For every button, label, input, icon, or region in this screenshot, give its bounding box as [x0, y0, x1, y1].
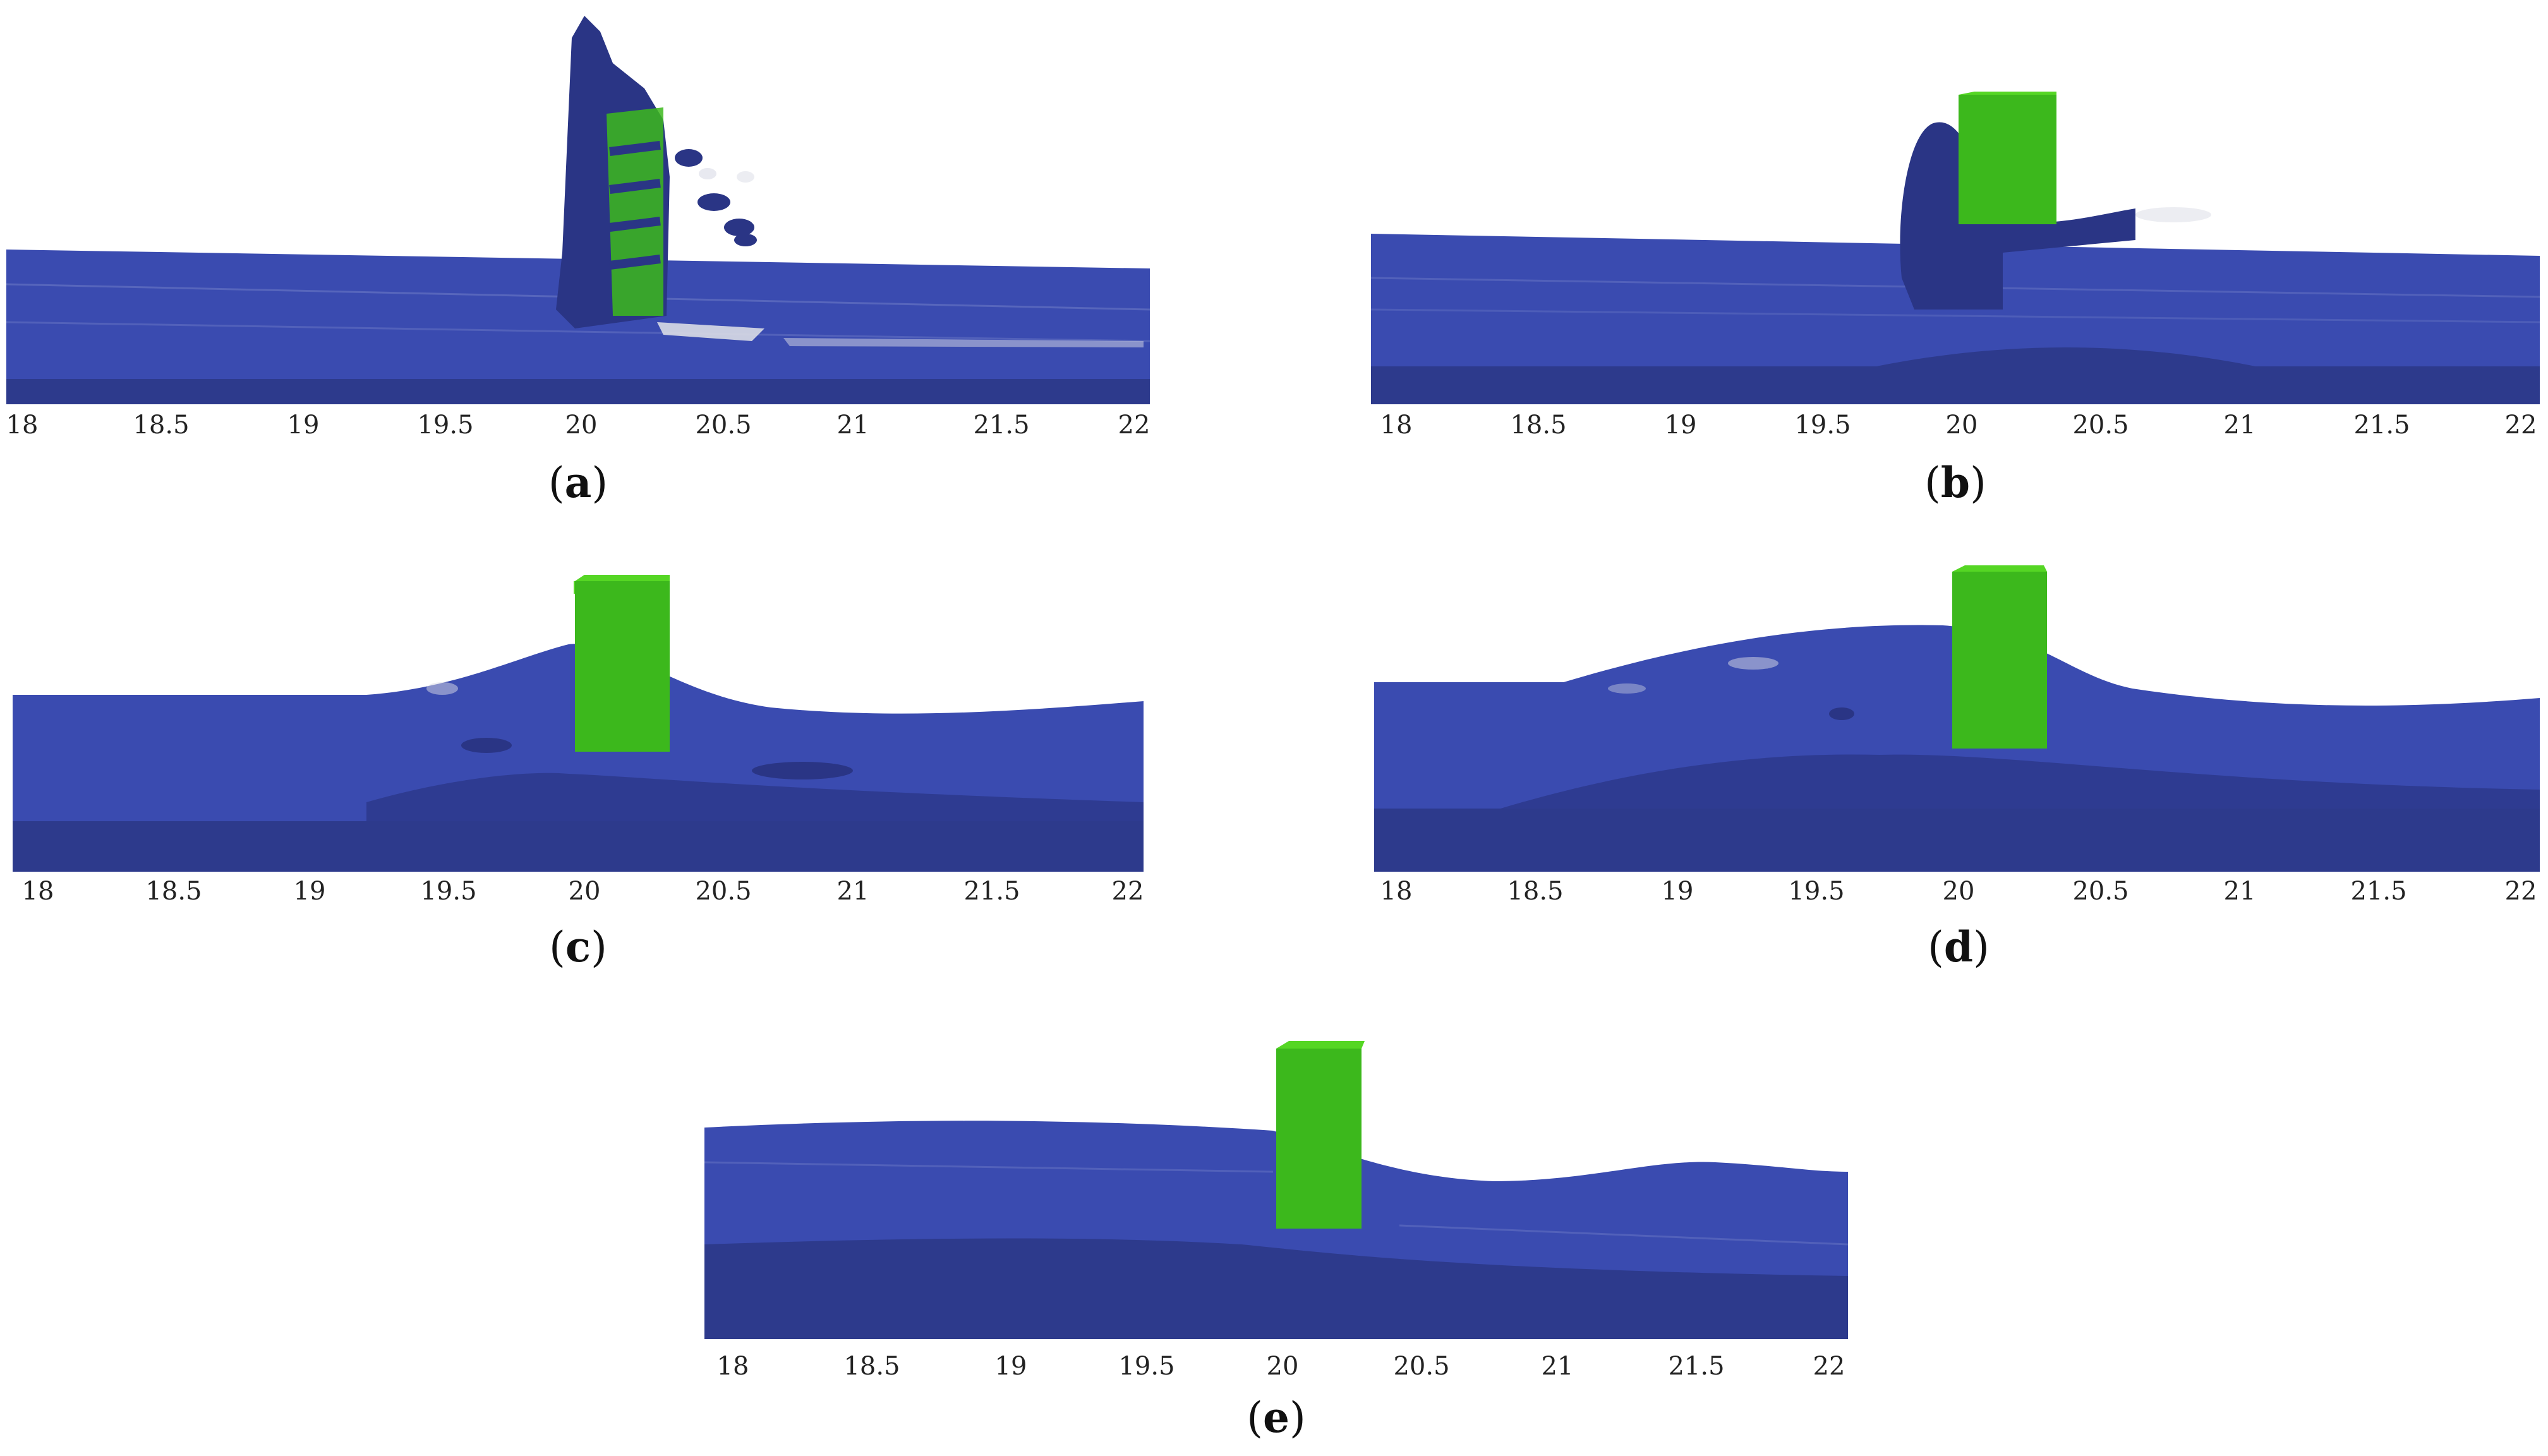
tick-label: 18: [716, 1352, 749, 1381]
tick-label: 20: [565, 411, 598, 440]
tick-label: 21.5: [2353, 411, 2410, 440]
simulation-render-e: [704, 1041, 1848, 1339]
tick-label: 21.5: [963, 877, 1020, 906]
tick-label: 19.5: [1788, 877, 1845, 906]
x-axis-d: 18 18.5 19 19.5 20 20.5 21 21.5 22: [1374, 877, 2540, 915]
tick-label: 19: [293, 877, 326, 906]
x-axis-a: 18 18.5 19 19.5 20 20.5 21 21.5 22: [6, 411, 1156, 448]
panel-caption-d: (d): [1928, 922, 1989, 972]
tick-label: 21: [1541, 1352, 1574, 1381]
tick-label: 18: [1380, 411, 1413, 440]
panel-d: 18 18.5 19 19.5 20 20.5 21 21.5 22 (d): [1374, 562, 2540, 992]
tick-label: 22: [1111, 877, 1144, 906]
tick-label: 20.5: [2072, 877, 2129, 906]
tick-label: 20: [568, 877, 601, 906]
tick-label: 19.5: [1794, 411, 1851, 440]
tick-label: 18.5: [1507, 877, 1564, 906]
tick-label: 21.5: [2350, 877, 2407, 906]
x-axis-c: 18 18.5 19 19.5 20 20.5 21 21.5 22: [13, 877, 1156, 915]
tick-label: 18: [1380, 877, 1413, 906]
panel-b: 18 18.5 19 19.5 20 20.5 21 21.5 22 (b): [1371, 13, 2540, 518]
panel-e: 18 18.5 19 19.5 20 20.5 21 21.5 22 (e): [704, 1036, 1848, 1453]
tick-label: 20.5: [695, 411, 752, 440]
tick-label: 20: [1266, 1352, 1299, 1381]
x-axis-e: 18 18.5 19 19.5 20 20.5 21 21.5 22: [704, 1352, 1848, 1390]
tick-label: 20.5: [1393, 1352, 1450, 1381]
tick-label: 22: [2504, 411, 2537, 440]
simulation-render-d: [1374, 565, 2540, 872]
tick-label: 20.5: [2072, 411, 2129, 440]
panel-caption-e: (e): [1247, 1393, 1306, 1442]
tick-label: 21.5: [1668, 1352, 1725, 1381]
tick-label: 18.5: [1510, 411, 1567, 440]
panel-caption-a: (a): [548, 458, 608, 507]
tick-label: 22: [1118, 411, 1150, 440]
tick-label: 21: [836, 877, 869, 906]
simulation-render-c: [13, 575, 1144, 872]
tick-label: 18: [21, 877, 54, 906]
tick-label: 19: [287, 411, 320, 440]
tick-label: 19.5: [1118, 1352, 1175, 1381]
tick-label: 20: [1942, 877, 1975, 906]
tick-label: 18: [6, 411, 39, 440]
panel-a: 18 18.5 19 19.5 20 20.5 21 21.5 22 (a): [6, 13, 1156, 518]
tick-label: 19: [1661, 877, 1694, 906]
tick-label: 18.5: [145, 877, 202, 906]
tick-label: 19: [994, 1352, 1027, 1381]
tick-label: 19.5: [420, 877, 477, 906]
panel-caption-c: (c): [549, 922, 607, 972]
tick-label: 22: [2504, 877, 2537, 906]
simulation-render-b: [1371, 92, 2540, 404]
tick-label: 18.5: [843, 1352, 900, 1381]
x-axis-b: 18 18.5 19 19.5 20 20.5 21 21.5 22: [1371, 411, 2540, 448]
tick-label: 20: [1945, 411, 1978, 440]
tick-label: 19.5: [417, 411, 474, 440]
tick-label: 21.5: [973, 411, 1030, 440]
simulation-render-a: [6, 16, 1150, 404]
tick-label: 20.5: [695, 877, 752, 906]
tick-label: 19: [1664, 411, 1697, 440]
tick-label: 21: [836, 411, 869, 440]
tick-label: 22: [1813, 1352, 1845, 1381]
tick-label: 18.5: [133, 411, 190, 440]
panel-caption-b: (b): [1924, 458, 1986, 507]
panel-c: 18 18.5 19 19.5 20 20.5 21 21.5 22 (c): [13, 562, 1156, 992]
tick-label: 21: [2223, 411, 2256, 440]
tick-label: 21: [2223, 877, 2256, 906]
